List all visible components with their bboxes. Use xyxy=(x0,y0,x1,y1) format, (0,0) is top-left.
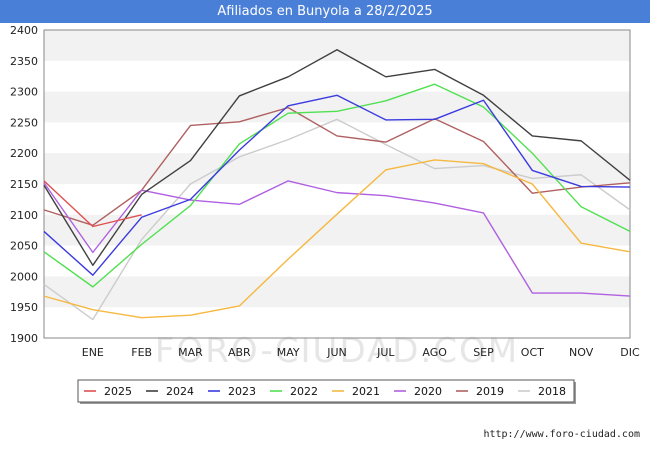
x-tick-label: DIC xyxy=(620,346,640,359)
legend-label-2019: 2019 xyxy=(476,385,504,398)
series-line-2023 xyxy=(43,94,631,276)
grid-band xyxy=(44,276,630,308)
x-tick-label: NOV xyxy=(569,346,594,359)
legend-box xyxy=(77,379,575,403)
y-tick-label: 1900 xyxy=(10,332,38,345)
x-tick-label: MAY xyxy=(277,346,300,359)
legend-label-2018: 2018 xyxy=(538,385,566,398)
x-tick-label: ABR xyxy=(228,346,251,359)
series-line-2025 xyxy=(43,180,142,228)
grid-band xyxy=(44,91,630,123)
y-tick-label: 2250 xyxy=(10,116,38,129)
grid-band xyxy=(44,30,630,61)
legend-label-2021: 2021 xyxy=(352,385,380,398)
series-line-2022 xyxy=(43,83,631,288)
y-tick-label: 2150 xyxy=(10,178,38,191)
legend-label-2020: 2020 xyxy=(414,385,442,398)
x-tick-label: ENE xyxy=(82,346,104,359)
chart-title: Afiliados en Bunyola a 28/2/2025 xyxy=(0,0,650,23)
x-tick-label: AGO xyxy=(422,346,447,359)
y-tick-label: 1950 xyxy=(10,301,38,314)
grid-band xyxy=(44,153,630,184)
plot-area-border xyxy=(43,29,631,339)
y-tick-label: 2050 xyxy=(10,240,38,253)
y-tick-label: 2200 xyxy=(10,147,38,160)
y-tick-label: 2100 xyxy=(10,209,38,222)
y-tick-label: 2350 xyxy=(10,55,38,68)
x-tick-label: MAR xyxy=(178,346,203,359)
legend-label-2025: 2025 xyxy=(104,385,132,398)
x-tick-label: FEB xyxy=(131,346,152,359)
series-line-2024 xyxy=(43,49,631,267)
series-line-2018 xyxy=(43,118,631,321)
source-url[interactable]: http://www.foro-ciudad.com xyxy=(483,429,640,440)
x-tick-label: JUN xyxy=(326,346,347,359)
y-tick-label: 2300 xyxy=(10,86,38,99)
legend-label-2022: 2022 xyxy=(290,385,318,398)
grid-band xyxy=(44,214,630,246)
y-tick-label: 2000 xyxy=(10,270,38,283)
legend-label-2023: 2023 xyxy=(228,385,256,398)
x-tick-label: OCT xyxy=(521,346,544,359)
series-line-2021 xyxy=(43,159,631,319)
legend-label-2024: 2024 xyxy=(166,385,194,398)
x-tick-label: SEP xyxy=(473,346,494,359)
series-line-2020 xyxy=(43,180,631,297)
y-tick-label: 2400 xyxy=(10,24,38,37)
x-tick-label: JUL xyxy=(376,346,395,359)
